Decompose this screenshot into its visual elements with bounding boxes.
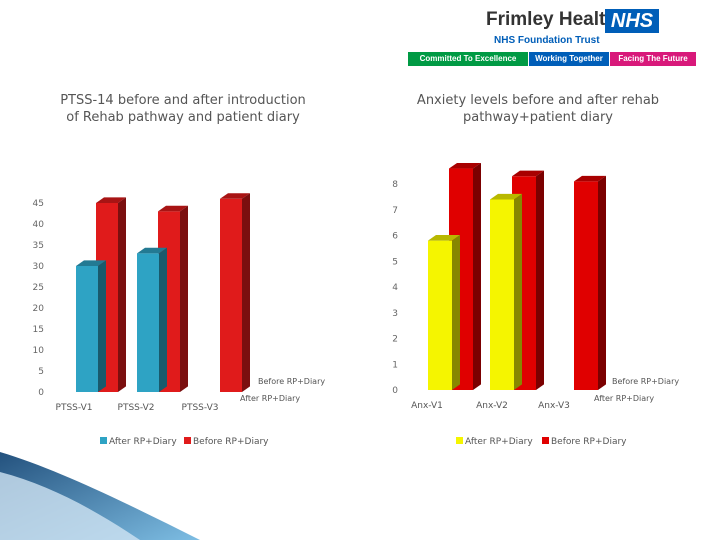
y-tick-label: 5 (392, 257, 398, 267)
x-tick-label: PTSS-V1 (56, 403, 93, 413)
bar-side (598, 175, 606, 390)
bar-side (118, 197, 126, 392)
bar-top (96, 197, 126, 203)
y-tick-label: 0 (392, 386, 398, 396)
y-tick-label: 10 (33, 346, 45, 356)
y-tick-label: 2 (392, 335, 398, 345)
bar-top (137, 247, 167, 254)
depth-axis-label: Before RP+Diary (258, 377, 325, 386)
depth-axis-label: After RP+Diary (240, 394, 300, 403)
bar-side (514, 193, 522, 390)
trust-name: NHS Foundation Trust (494, 35, 600, 46)
y-tick-label: 7 (392, 206, 398, 216)
y-tick-label: 40 (33, 220, 45, 230)
before-bar-anx-v3 (574, 175, 606, 390)
chart1-title: PTSS-14 before and after introduction of… (60, 93, 306, 125)
bar-top (574, 175, 606, 182)
y-tick-label: 5 (38, 367, 44, 377)
y-tick-label: 6 (392, 232, 398, 242)
legend-label: After RP+Diary (109, 437, 177, 447)
depth-axis-label: After RP+Diary (594, 394, 654, 403)
after-bar-anx-v1 (428, 235, 460, 390)
bar-side (180, 205, 188, 392)
depth-axis-label: Before RP+Diary (612, 377, 679, 386)
legend-swatch (100, 437, 107, 444)
legend-label: Before RP+Diary (551, 437, 627, 447)
y-tick-label: 4 (392, 283, 398, 293)
bar-top (158, 205, 188, 212)
y-tick-label: 8 (392, 180, 398, 190)
chart2-title: Anxiety levels before and after rehab pa… (416, 93, 660, 125)
after-bar-ptss-v1 (76, 260, 106, 392)
y-tick-label: 0 (38, 388, 44, 398)
after-bar-ptss-v2 (137, 247, 167, 392)
bar-side (242, 193, 250, 392)
bar-side (98, 260, 106, 392)
org-name: Frimley Health (486, 9, 617, 30)
y-tick-label: 1 (392, 360, 398, 370)
value-strip-excellence: Committed To Excellence (408, 52, 528, 66)
bar-front (574, 181, 598, 390)
frimley-health-logo: Frimley Health NHS NHS Foundation Trust (470, 6, 705, 72)
legend-swatch (184, 437, 191, 444)
value-strip-together: Working Together (529, 52, 609, 66)
x-tick-label: PTSS-V3 (182, 403, 219, 413)
bar-side (452, 235, 460, 390)
legend-label: Before RP+Diary (193, 437, 269, 447)
bar-top (490, 193, 522, 200)
bar-front (490, 199, 514, 390)
bar-top (76, 260, 106, 266)
y-tick-label: 35 (33, 241, 44, 251)
bar-side (473, 162, 481, 390)
bar-top (220, 193, 250, 199)
bar-top (428, 235, 460, 241)
bar-front (76, 266, 98, 392)
nhs-badge: NHS (605, 9, 659, 33)
bar-front (220, 198, 242, 392)
after-bar-anx-v2 (490, 193, 522, 390)
x-tick-label: Anx-V3 (538, 401, 570, 411)
bar-front (428, 240, 452, 390)
x-tick-label: Anx-V2 (476, 401, 508, 411)
y-tick-label: 45 (33, 199, 44, 209)
bar-top (512, 170, 544, 177)
bar-top (449, 162, 481, 169)
y-tick-label: 30 (33, 262, 45, 272)
legend-label: After RP+Diary (465, 437, 533, 447)
value-strip-future: Facing The Future (610, 52, 696, 66)
y-tick-label: 25 (33, 283, 44, 293)
decorative-swoosh (0, 452, 200, 540)
bar-front (137, 253, 159, 392)
y-tick-label: 3 (392, 309, 398, 319)
y-tick-label: 15 (33, 325, 44, 335)
ptss-chart: 0 5 10 15 20 25 30 35 40 45 PTSS-V1 PTSS-V2 PTSS-V3 B… (33, 193, 325, 447)
legend-swatch (456, 437, 463, 444)
x-tick-label: PTSS-V2 (118, 403, 155, 413)
y-tick-label: 20 (33, 304, 45, 314)
anxiety-chart: 0 1 2 3 4 5 6 7 8 Anx-V1 Anx-V2 Anx-V3 Before RP+Dia… (392, 162, 679, 447)
x-tick-label: Anx-V1 (411, 401, 443, 411)
bar-side (536, 170, 544, 390)
bar-side (159, 247, 167, 392)
legend-swatch (542, 437, 549, 444)
before-bar-ptss-v3 (220, 193, 250, 392)
